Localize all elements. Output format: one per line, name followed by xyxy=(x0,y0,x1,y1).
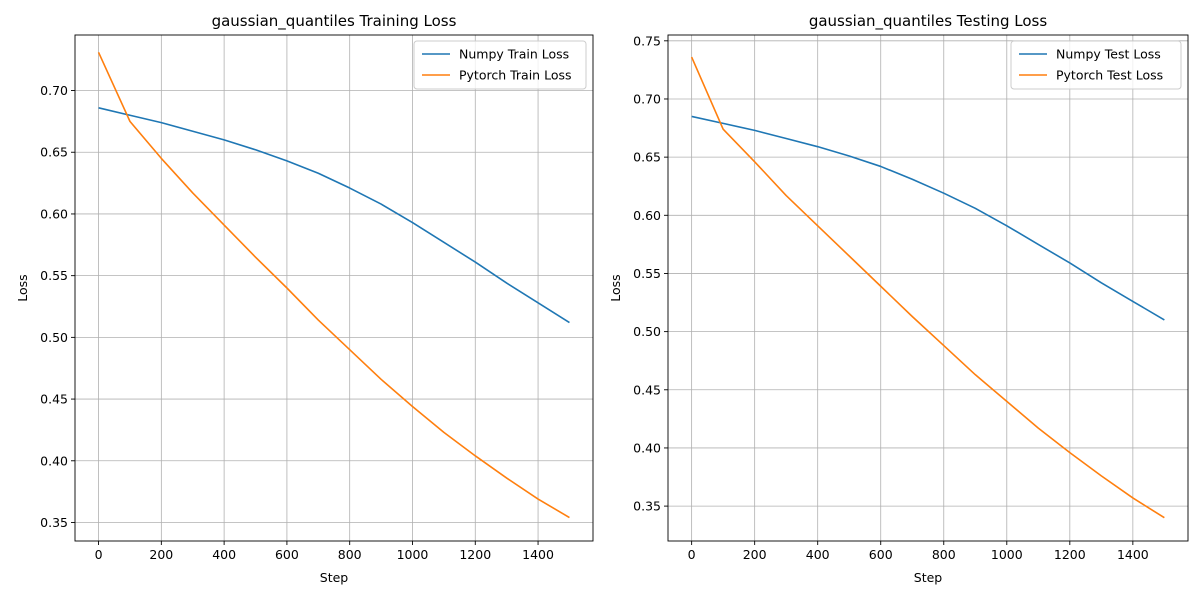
legend-label: Pytorch Test Loss xyxy=(1056,68,1163,83)
y-tick-label: 0.40 xyxy=(40,453,68,468)
chart-title: gaussian_quantiles Training Loss xyxy=(212,12,457,31)
x-tick-label: 0 xyxy=(688,547,696,562)
y-axis-label: Loss xyxy=(15,274,30,301)
y-tick-label: 0.50 xyxy=(40,330,68,345)
y-tick-label: 0.70 xyxy=(633,91,661,106)
y-tick-label: 0.55 xyxy=(40,268,68,283)
axes-frame xyxy=(667,34,1189,542)
y-tick-label: 0.45 xyxy=(40,392,68,407)
axes-frame xyxy=(74,34,594,542)
training-loss-chart: 0 200 400 600 800 1000 1200 1400 0.35 0.40 0.45 0.5… xyxy=(15,12,594,585)
x-tick-label: 1000 xyxy=(397,547,429,562)
x-tick-label: 0 xyxy=(95,547,103,562)
y-tick-label: 0.45 xyxy=(633,382,661,397)
y-tick-label: 0.65 xyxy=(633,150,661,165)
series-line-pytorch xyxy=(97,51,570,519)
y-tick-label: 0.50 xyxy=(633,324,661,339)
testing-loss-chart: 0 200 400 600 800 1000 1200 1400 0.35 0.40 0.45 0.5… xyxy=(608,12,1189,585)
x-tick-label: 1400 xyxy=(522,547,554,562)
grid xyxy=(75,35,593,541)
x-tick-label: 800 xyxy=(932,547,956,562)
x-tick-label: 800 xyxy=(338,547,362,562)
y-tick-label: 0.60 xyxy=(40,206,68,221)
x-axis-label: Step xyxy=(320,570,349,585)
legend: Numpy Test Loss Pytorch Test Loss xyxy=(1010,40,1182,90)
grid xyxy=(668,35,1188,541)
y-tick-label: 0.55 xyxy=(633,266,661,281)
series-line-numpy xyxy=(691,115,1165,321)
y-axis-label: Loss xyxy=(608,274,623,301)
y-tick-label: 0.35 xyxy=(40,515,68,530)
chart-title: gaussian_quantiles Testing Loss xyxy=(809,12,1048,31)
legend-box xyxy=(413,40,587,90)
series-line-numpy xyxy=(98,107,570,324)
series-line-pytorch xyxy=(690,56,1165,519)
x-tick-label: 400 xyxy=(806,547,830,562)
x-axis-label: Step xyxy=(914,570,943,585)
y-tick-label: 0.70 xyxy=(40,83,68,98)
y-tick-label: 0.40 xyxy=(633,440,661,455)
legend-label: Numpy Train Loss xyxy=(459,47,569,62)
x-tick-label: 600 xyxy=(275,547,299,562)
x-tick-label: 1200 xyxy=(459,547,491,562)
x-tick-label: 200 xyxy=(743,547,767,562)
y-tick-label: 0.60 xyxy=(633,208,661,223)
x-tick-label: 1400 xyxy=(1117,547,1149,562)
x-tick-label: 1000 xyxy=(991,547,1023,562)
y-tick-label: 0.75 xyxy=(633,33,661,48)
x-tick-label: 400 xyxy=(212,547,236,562)
y-tick-label: 0.65 xyxy=(40,145,68,160)
legend-box xyxy=(1010,40,1182,90)
x-tick-label: 200 xyxy=(149,547,173,562)
legend-label: Numpy Test Loss xyxy=(1056,47,1161,62)
x-tick-label: 600 xyxy=(869,547,893,562)
x-tick-label: 1200 xyxy=(1054,547,1086,562)
legend: Numpy Train Loss Pytorch Train Loss xyxy=(413,40,587,90)
y-tick-label: 0.35 xyxy=(633,499,661,514)
legend-label: Pytorch Train Loss xyxy=(459,68,572,83)
